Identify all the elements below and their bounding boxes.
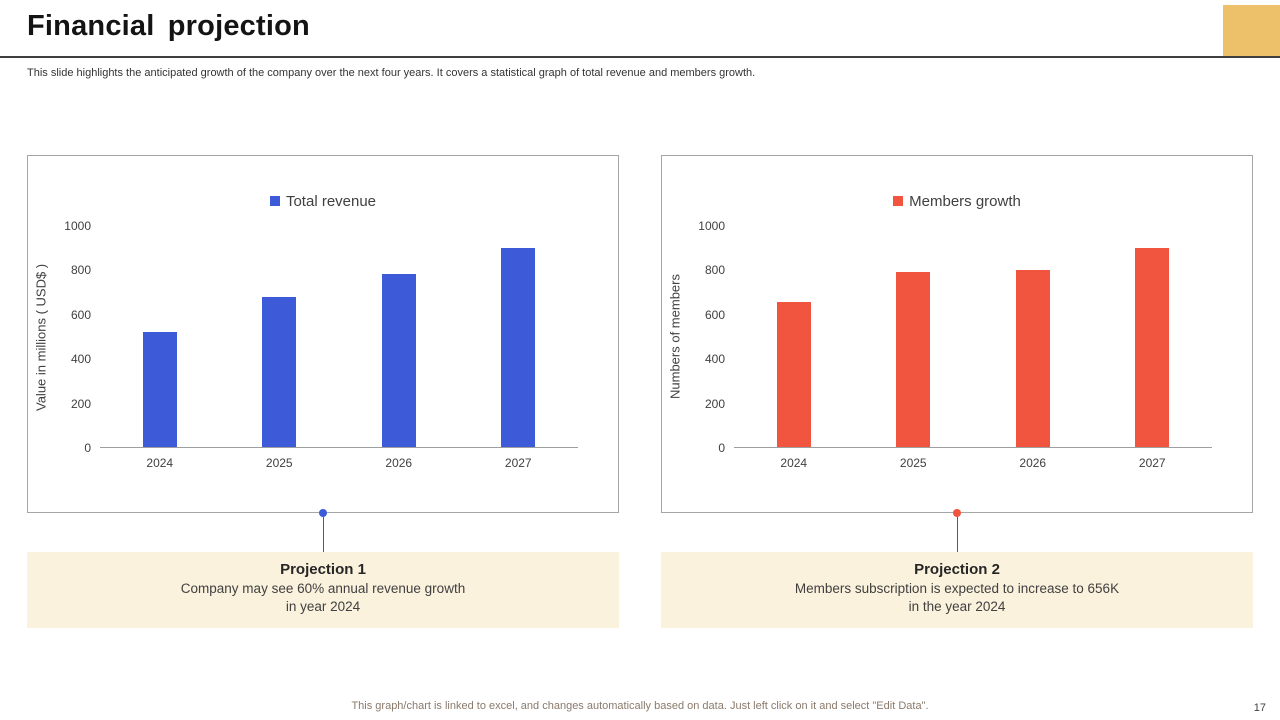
bar-2024[interactable] (142, 332, 177, 447)
plot-column: 2024 2025 2026 2027 (734, 226, 1212, 470)
x-axis-labels: 2024 2025 2026 2027 (100, 456, 578, 470)
bar-slot (854, 226, 974, 447)
x-tick-label: 2024 (146, 456, 174, 470)
y-tick-label: 1000 (64, 219, 91, 233)
callout-text-line1: Company may see 60% annual revenue growt… (180, 581, 466, 596)
bar-2027[interactable] (501, 248, 536, 447)
bar-2025[interactable] (262, 296, 297, 447)
x-tick-label: 2027 (1138, 456, 1166, 470)
connector-dot (319, 509, 327, 517)
bar-slot (100, 226, 220, 447)
bar-slot (459, 226, 579, 447)
legend: Total revenue (28, 192, 618, 210)
y-tick-label: 400 (704, 352, 725, 367)
x-tick-label: 2026 (1019, 456, 1047, 470)
x-tick-label: 2025 (265, 456, 293, 470)
members-growth-chart[interactable]: Members growth Numbers of members 0 200 40… (661, 155, 1253, 513)
callout-text-line2: in the year 2024 (908, 599, 1006, 615)
page-number: 17 (1253, 702, 1266, 714)
plot-column: 2024 2025 2026 2027 (100, 226, 578, 470)
x-tick-label: 2027 (504, 456, 532, 470)
footer-note: This graph/chart is linked to excel, and… (351, 700, 929, 712)
legend-label: Members growth (909, 192, 1021, 210)
bar-2026[interactable] (1015, 270, 1050, 447)
revenue-column: Total revenue Value in millions ( USD$ )… (27, 155, 619, 629)
y-tick-label: 200 (70, 396, 91, 411)
bars-area (734, 226, 1212, 448)
bar-2025[interactable] (896, 272, 931, 447)
callout-title: Projection 2 (914, 561, 1000, 578)
y-tick-label: 800 (70, 263, 91, 278)
bar-2024[interactable] (776, 302, 811, 447)
page-title: Financial projection (27, 10, 310, 42)
bar-2026[interactable] (381, 273, 416, 447)
callout-text-line1: Members subscription is expected to incr… (794, 581, 1120, 596)
y-axis-ticks: 0 200 400 600 800 1000 (688, 219, 734, 455)
x-tick-label: 2025 (899, 456, 927, 470)
y-tick-label: 600 (70, 307, 91, 322)
y-tick-label: 1000 (698, 219, 725, 233)
slide-subtitle: This slide highlights the anticipated gr… (27, 67, 756, 79)
bar-slot (220, 226, 340, 447)
legend-swatch (893, 196, 904, 206)
x-tick-label: 2026 (385, 456, 413, 470)
chart-plot-area: Numbers of members 0 200 400 600 800 1000 202… (662, 219, 1252, 470)
bars-area (100, 226, 578, 448)
chart-plot-area: Value in millions ( USD$ ) 0 200 400 600 800… (28, 219, 618, 470)
bar-2027[interactable] (1135, 248, 1170, 447)
members-column: Members growth Numbers of members 0 200 40… (661, 155, 1253, 629)
connector-stem (322, 517, 324, 552)
legend: Members growth (662, 192, 1252, 210)
y-axis-title: Value in millions ( USD$ ) (33, 263, 49, 411)
connector-line (27, 509, 619, 552)
bar-slot (339, 226, 459, 447)
y-tick-label: 0 (84, 441, 91, 455)
y-tick-label: 0 (718, 441, 725, 455)
accent-rectangle (1223, 5, 1280, 56)
y-tick-label: 800 (704, 263, 725, 278)
bar-slot (1093, 226, 1213, 447)
y-tick-label: 200 (704, 396, 725, 411)
y-tick-label: 600 (704, 307, 725, 322)
legend-swatch (269, 196, 280, 206)
bar-slot (734, 226, 854, 447)
x-axis-labels: 2024 2025 2026 2027 (734, 456, 1212, 470)
bar-slot (973, 226, 1093, 447)
y-axis-ticks: 0 200 400 600 800 1000 (54, 219, 100, 455)
callout-title: Projection 1 (280, 561, 366, 578)
total-revenue-chart[interactable]: Total revenue Value in millions ( USD$ )… (27, 155, 619, 513)
y-tick-label: 400 (70, 352, 91, 367)
projection-1-callout: Projection 1 Company may see 60% annual … (27, 552, 619, 629)
callout-text-line2: in year 2024 (285, 599, 361, 615)
projection-2-callout: Projection 2 Members subscription is exp… (661, 552, 1253, 629)
header-divider (0, 56, 1280, 58)
connector-stem (956, 517, 958, 552)
x-tick-label: 2024 (780, 456, 808, 470)
connector-dot (953, 509, 961, 517)
connector-line (661, 509, 1253, 552)
legend-label: Total revenue (285, 192, 377, 210)
y-axis-title: Numbers of members (667, 274, 683, 400)
